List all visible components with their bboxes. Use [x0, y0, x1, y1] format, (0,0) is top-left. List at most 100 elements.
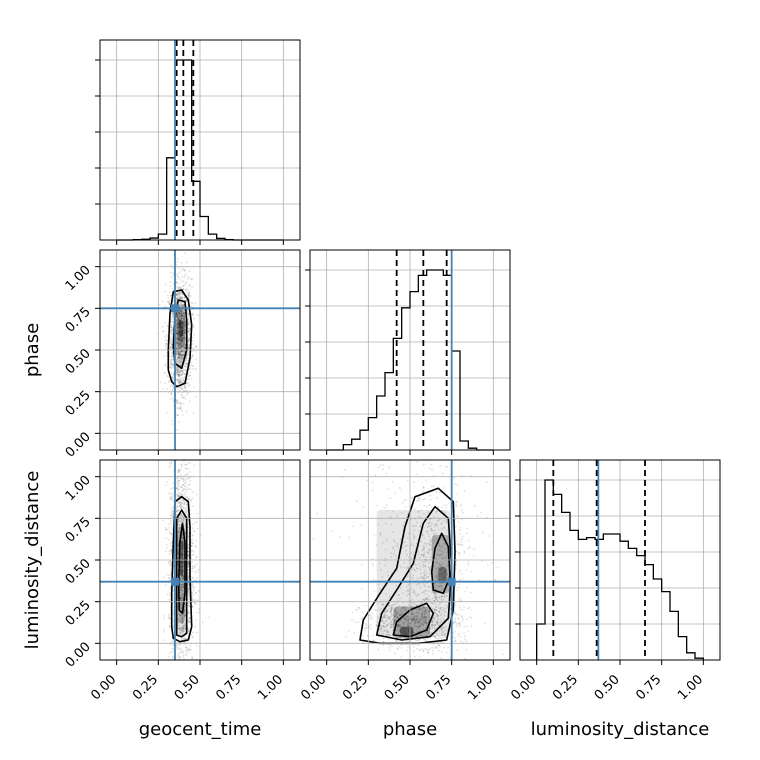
- scatter-point: [180, 546, 183, 549]
- scatter-point: [182, 577, 185, 580]
- scatter-point: [177, 242, 179, 244]
- scatter-point: [380, 603, 383, 606]
- scatter-point: [403, 617, 405, 619]
- scatter-point: [194, 302, 197, 304]
- scatter-point: [421, 534, 424, 537]
- scatter-point: [179, 356, 182, 358]
- scatter-point: [432, 616, 435, 619]
- scatter-point: [411, 630, 414, 633]
- scatter-point: [385, 633, 388, 635]
- scatter-point: [428, 548, 431, 551]
- scatter-point: [182, 402, 185, 405]
- scatter-point: [419, 617, 422, 619]
- scatter-point: [373, 639, 375, 642]
- scatter-point: [179, 320, 182, 322]
- scatter-point: [413, 535, 416, 538]
- scatter-point: [181, 330, 184, 332]
- scatter-point: [180, 662, 182, 664]
- scatter-point: [172, 359, 175, 361]
- scatter-point: [190, 545, 193, 547]
- scatter-point: [419, 624, 421, 626]
- scatter-point: [182, 333, 184, 335]
- scatter-point: [182, 287, 185, 290]
- scatter-point: [177, 509, 180, 512]
- scatter-point: [187, 533, 190, 535]
- scatter-point: [179, 504, 182, 507]
- scatter-point: [407, 593, 410, 596]
- scatter-point: [165, 334, 168, 337]
- scatter-point: [177, 470, 180, 473]
- scatter-point: [403, 606, 406, 608]
- scatter-point: [172, 626, 175, 629]
- scatter-point: [446, 465, 449, 468]
- scatter-point: [437, 579, 440, 582]
- scatter-point: [443, 504, 445, 506]
- scatter-point: [184, 299, 187, 302]
- scatter-point: [184, 372, 186, 375]
- scatter-point: [437, 649, 440, 652]
- scatter-point: [177, 354, 180, 356]
- scatter-point: [179, 359, 182, 362]
- scatter-point: [196, 611, 198, 614]
- scatter-point: [420, 615, 423, 618]
- scatter-point: [179, 322, 182, 324]
- scatter-point: [391, 619, 393, 622]
- scatter-point: [413, 619, 416, 622]
- scatter-point: [182, 267, 185, 270]
- scatter-point: [181, 637, 184, 640]
- scatter-point: [178, 316, 181, 319]
- scatter-point: [181, 298, 184, 301]
- scatter-point: [426, 505, 428, 508]
- scatter-point: [181, 561, 184, 564]
- scatter-point: [188, 284, 191, 287]
- scatter-point: [386, 633, 389, 636]
- scatter-point: [182, 575, 185, 578]
- scatter-point: [175, 487, 178, 490]
- scatter-point: [179, 343, 181, 346]
- scatter-point: [195, 619, 198, 622]
- scatter-point: [177, 333, 179, 336]
- scatter-point: [316, 512, 318, 515]
- scatter-point: [181, 498, 184, 501]
- scatter-point: [178, 329, 181, 332]
- scatter-point: [182, 575, 185, 578]
- scatter-point: [386, 619, 388, 621]
- scatter-point: [381, 620, 384, 623]
- scatter-point: [170, 264, 173, 267]
- scatter-point: [353, 632, 356, 634]
- scatter-point: [182, 506, 185, 509]
- scatter-point: [392, 539, 395, 541]
- scatter-point: [457, 614, 460, 616]
- scatter-point: [164, 342, 167, 345]
- scatter-point: [183, 317, 186, 320]
- scatter-point: [180, 589, 183, 592]
- scatter-point: [176, 327, 179, 330]
- scatter-point: [179, 573, 182, 575]
- scatter-point: [391, 645, 393, 648]
- scatter-point: [422, 620, 425, 623]
- scatter-point: [170, 312, 173, 315]
- scatter-point: [440, 613, 443, 616]
- scatter-point: [181, 669, 183, 671]
- scatter-point: [180, 359, 183, 361]
- scatter-point: [419, 516, 422, 518]
- scatter-point: [178, 318, 180, 321]
- scatter-point: [179, 338, 181, 341]
- scatter-point: [192, 631, 195, 634]
- scatter-point: [180, 312, 183, 314]
- scatter-point: [170, 358, 173, 361]
- scatter-point: [416, 615, 419, 617]
- scatter-point: [185, 489, 188, 491]
- scatter-point: [418, 608, 421, 611]
- scatter-point: [176, 347, 179, 349]
- scatter-point: [191, 286, 193, 289]
- scatter-point: [180, 339, 183, 342]
- scatter-point: [187, 377, 190, 380]
- scatter-point: [441, 523, 443, 525]
- scatter-point: [187, 560, 190, 563]
- scatter-point: [435, 538, 437, 540]
- scatter-point: [419, 649, 422, 652]
- scatter-point: [162, 615, 165, 617]
- scatter-point: [456, 649, 458, 651]
- scatter-point: [175, 358, 178, 361]
